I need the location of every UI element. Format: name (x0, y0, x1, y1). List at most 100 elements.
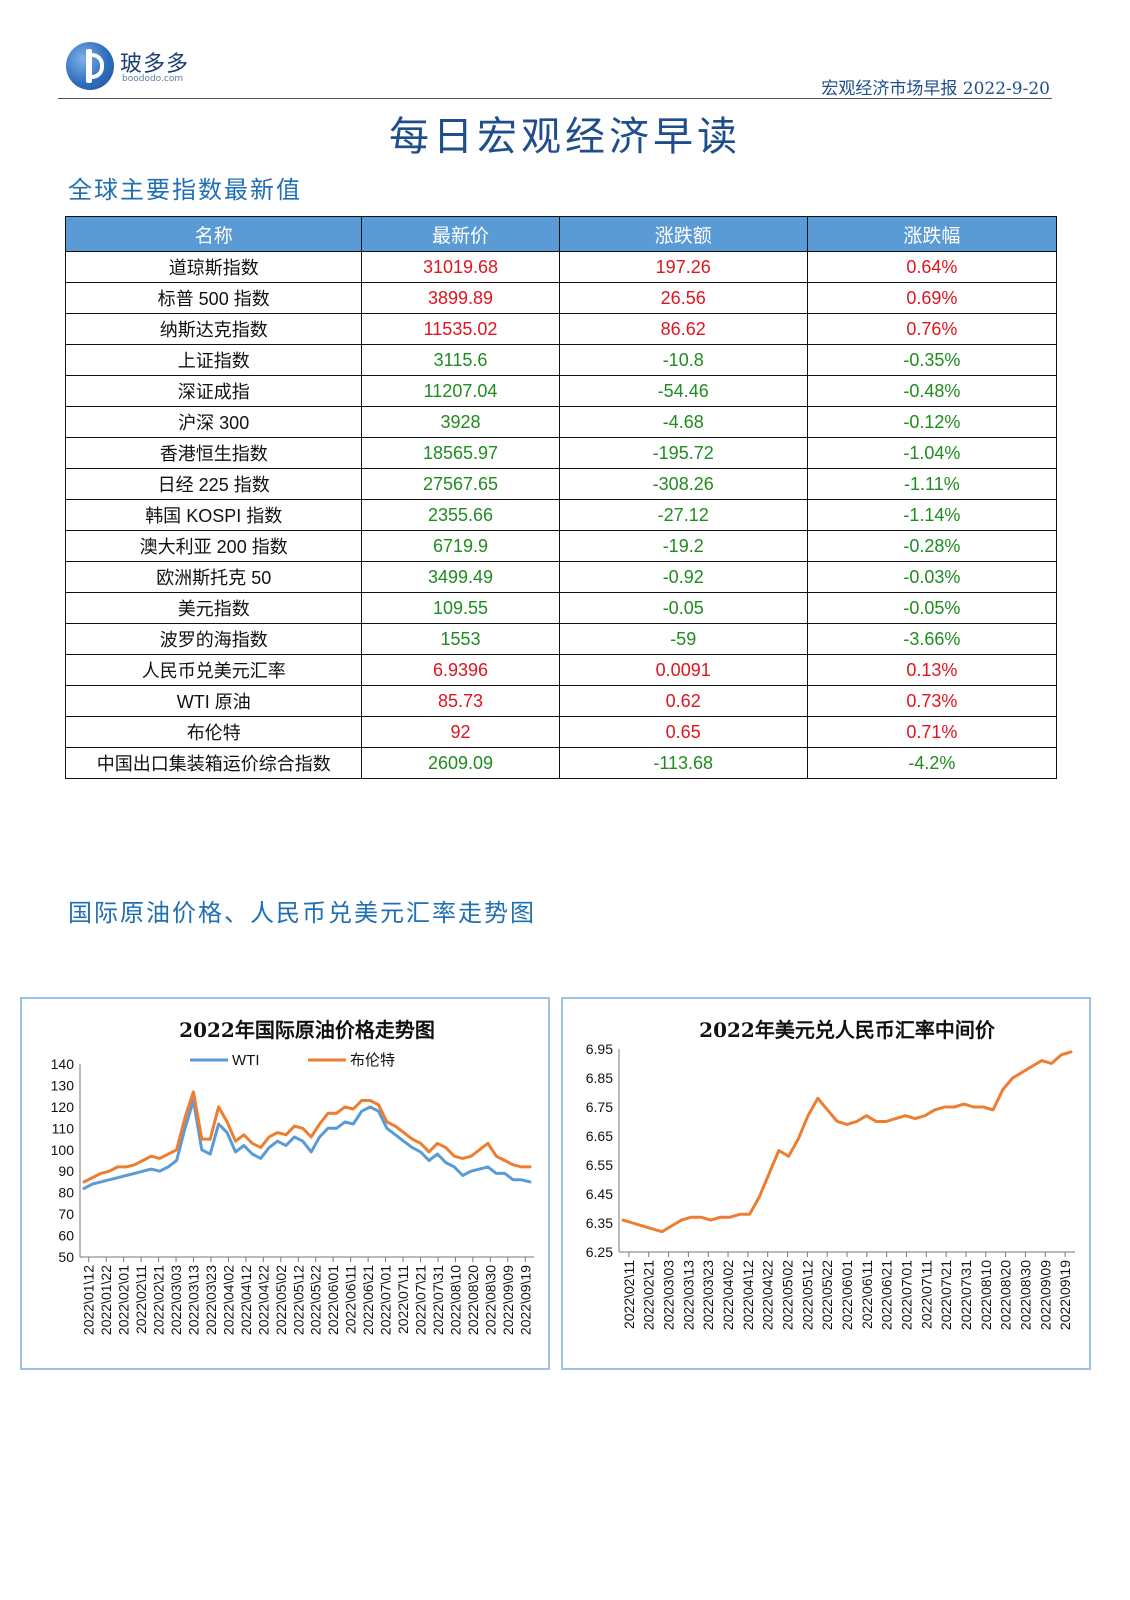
x-tick-label: 2022\05\12 (290, 1265, 306, 1335)
cell-change: 26.56 (558, 282, 808, 314)
cell-name: 深证成指 (64, 375, 363, 407)
cell-change: -19.2 (558, 530, 808, 562)
section-title-indices: 全球主要指数最新值 (68, 176, 302, 204)
x-tick-label: 2022\08\30 (1017, 1260, 1033, 1330)
x-tick-label: 2022\05\22 (308, 1265, 324, 1335)
cell-pct: -0.35% (806, 344, 1058, 376)
y-tick-label: 6.75 (586, 1099, 613, 1115)
x-tick-label: 2022\07\31 (958, 1260, 974, 1330)
cell-name: 上证指数 (64, 344, 363, 376)
cell-price: 27567.65 (361, 468, 560, 500)
cell-price: 11535.02 (361, 313, 560, 345)
x-tick-label: 2022\02\21 (151, 1265, 167, 1335)
x-tick-label: 2022\07\11 (395, 1265, 411, 1334)
table-row: WTI 原油 85.73 0.62 0.73% (64, 685, 1058, 717)
x-tick-label: 2022\06\01 (839, 1260, 855, 1330)
x-tick-label: 2022\04\02 (720, 1260, 736, 1330)
cell-change: -4.68 (558, 406, 808, 438)
table-row: 波罗的海指数 1553 -59 -3.66% (64, 623, 1058, 655)
table-row: 道琼斯指数 31019.68 197.26 0.64% (64, 251, 1058, 283)
y-tick-label: 6.35 (586, 1215, 613, 1231)
cell-name: 纳斯达克指数 (64, 313, 363, 345)
y-tick-label: 6.85 (586, 1070, 613, 1086)
cell-pct: -1.11% (806, 468, 1058, 500)
cell-change: -27.12 (558, 499, 808, 531)
x-tick-label: 2022\05\12 (799, 1260, 815, 1330)
cell-name: 人民币兑美元汇率 (64, 654, 363, 686)
table-row: 香港恒生指数 18565.97 -195.72 -1.04% (64, 437, 1058, 469)
cell-change: 0.0091 (558, 654, 808, 686)
cell-change: -308.26 (558, 468, 808, 500)
x-tick-label: 2022\07\01 (898, 1260, 914, 1330)
x-tick-label: 2022\05\02 (273, 1265, 289, 1335)
cell-price: 3115.6 (361, 344, 560, 376)
x-tick-label: 2022\04\02 (220, 1265, 236, 1335)
column-header-price: 最新价 (361, 216, 560, 252)
cell-name: 欧洲斯托克 50 (64, 561, 363, 593)
cell-change: 86.62 (558, 313, 808, 345)
x-tick-label: 2022\05\22 (819, 1260, 835, 1330)
y-tick-label: 110 (52, 1120, 75, 1136)
x-tick-label: 2022\07\11 (918, 1260, 934, 1329)
x-tick-label: 2022\01\22 (98, 1265, 114, 1335)
table-row: 中国出口集装箱运价综合指数 2609.09 -113.68 -4.2% (64, 747, 1058, 779)
cell-pct: -1.14% (806, 499, 1058, 531)
y-tick-label: 6.45 (586, 1186, 613, 1202)
chart-title: 2022年美元兑人民币汇率中间价 (699, 1018, 996, 1042)
column-header-name: 名称 (64, 216, 363, 252)
column-header-percent: 涨跌幅 (806, 216, 1058, 252)
cell-name: 澳大利亚 200 指数 (64, 530, 363, 562)
table-row: 日经 225 指数 27567.65 -308.26 -1.11% (64, 468, 1058, 500)
table-row: 人民币兑美元汇率 6.9396 0.0091 0.13% (64, 654, 1058, 686)
y-tick-label: 60 (58, 1228, 74, 1244)
brand-logo: 玻多多 boododo.com (66, 42, 206, 94)
y-tick-label: 120 (51, 1099, 75, 1115)
cell-pct: 0.73% (806, 685, 1058, 717)
x-tick-label: 2022\09\19 (517, 1265, 533, 1335)
logo-text: 玻多多 (120, 52, 190, 77)
x-tick-label: 2022\06\21 (360, 1265, 376, 1335)
cell-price: 92 (361, 716, 560, 748)
cell-change: -0.92 (558, 561, 808, 593)
x-tick-label: 2022\03\03 (661, 1260, 677, 1330)
cell-pct: -4.2% (806, 747, 1058, 779)
fx-rate-chart-svg: 2022年美元兑人民币汇率中间价 6.25 6.35 6.45 6.55 6.65 6.75… (586, 1018, 1075, 1330)
cell-price: 85.73 (361, 685, 560, 717)
x-tick-label: 2022\08\20 (465, 1265, 481, 1335)
cell-price: 6.9396 (361, 654, 560, 686)
x-tick-label: 2022\07\31 (430, 1265, 446, 1335)
cell-name: 标普 500 指数 (64, 282, 363, 314)
cell-pct: 0.13% (806, 654, 1058, 686)
cell-price: 6719.9 (361, 530, 560, 562)
x-tick-label: 2022\03\23 (700, 1260, 716, 1330)
cell-name: 韩国 KOSPI 指数 (64, 499, 363, 531)
y-tick-label: 6.25 (586, 1244, 613, 1260)
x-tick-label: 2022\07\01 (378, 1265, 394, 1335)
x-tick-label: 2022\08\10 (447, 1265, 463, 1335)
x-tick-label: 2022\06\01 (325, 1265, 341, 1335)
x-tick-label: 2022\02\11 (133, 1265, 149, 1334)
cell-name: 香港恒生指数 (64, 437, 363, 469)
x-tick-label: 2022\09\19 (1057, 1260, 1073, 1330)
cell-change: 197.26 (558, 251, 808, 283)
cell-price: 31019.68 (361, 251, 560, 283)
table-row: 美元指数 109.55 -0.05 -0.05% (64, 592, 1058, 624)
oil-price-chart-svg: 2022年国际原油价格走势图 50 60 70 80 90 100 110 120 130 140 2… (51, 1018, 534, 1335)
cell-price: 18565.97 (361, 437, 560, 469)
series-line-brent (82, 1090, 532, 1184)
cell-pct: -0.48% (806, 375, 1058, 407)
x-tick-label: 2022\03\23 (203, 1265, 219, 1335)
cell-change: -113.68 (558, 747, 808, 779)
x-tick-label: 2022\07\21 (938, 1260, 954, 1330)
cell-change: -0.05 (558, 592, 808, 624)
y-tick-label: 6.95 (586, 1041, 613, 1057)
cell-pct: -3.66% (806, 623, 1058, 655)
x-tick-label: 2022\08\10 (978, 1260, 994, 1330)
x-tick-label: 2022\07\21 (413, 1265, 429, 1335)
cell-name: 中国出口集装箱运价综合指数 (64, 747, 363, 779)
table-row: 标普 500 指数 3899.89 26.56 0.69% (64, 282, 1058, 314)
x-tick-label: 2022\06\11 (859, 1260, 875, 1329)
cell-name: 日经 225 指数 (64, 468, 363, 500)
table-row: 纳斯达克指数 11535.02 86.62 0.76% (64, 313, 1058, 345)
section-title-charts: 国际原油价格、人民币兑美元汇率走势图 (68, 899, 536, 927)
